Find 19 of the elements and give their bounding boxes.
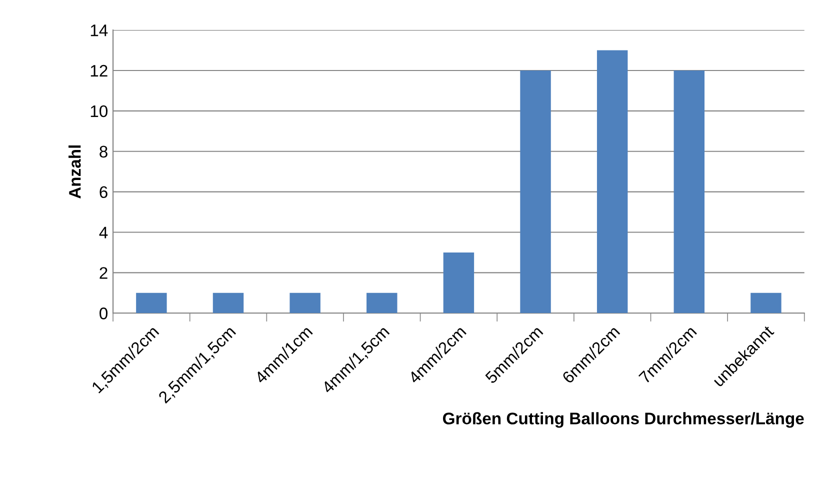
x-axis-title: Größen Cutting Balloons Durchmesser/Länge	[442, 412, 804, 428]
bar	[596, 50, 628, 314]
y-tick-label: 12	[90, 64, 108, 77]
bar	[674, 70, 705, 314]
bar	[520, 70, 551, 314]
y-tick-label: 4	[99, 226, 108, 238]
bar	[290, 292, 320, 314]
y-tick-label: 2	[100, 267, 108, 279]
bar	[750, 292, 782, 314]
bar	[136, 292, 167, 314]
bar	[366, 292, 398, 314]
y-tick-label: 0	[100, 308, 108, 320]
y-axis-title: Anzahl	[68, 145, 81, 198]
bar	[212, 292, 244, 314]
y-tick-label: 6	[100, 186, 108, 198]
y-tick-label: 14	[90, 24, 108, 36]
bar	[443, 252, 474, 314]
y-tick-label: 10	[90, 105, 108, 118]
y-tick-label: 8	[100, 146, 108, 158]
